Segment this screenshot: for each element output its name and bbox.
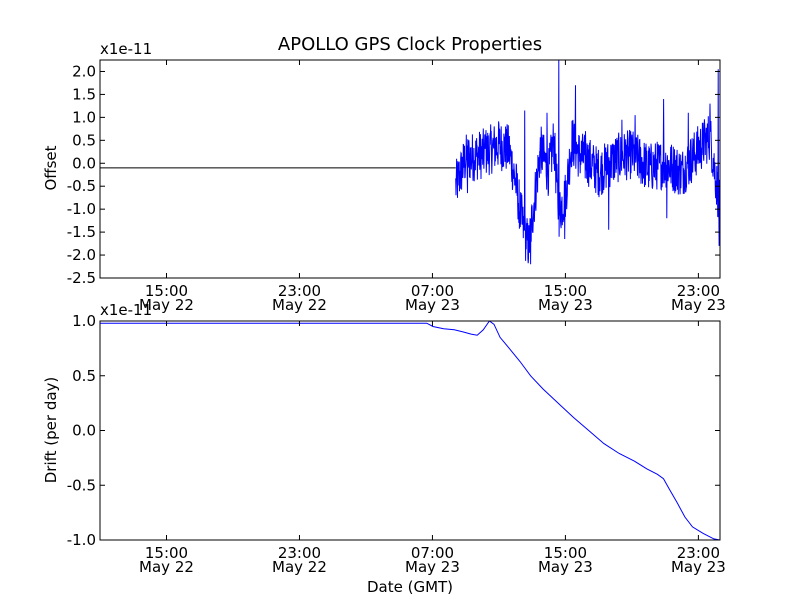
drift-xtick-date-label: May 22 — [272, 558, 327, 576]
offset-xtick-date-label: May 22 — [139, 296, 194, 314]
drift-ytick-label: 1.0 — [72, 312, 96, 330]
offset-ytick-label: 1.5 — [72, 85, 96, 103]
chart-title: APOLLO GPS Clock Properties — [278, 34, 542, 55]
drift-ytick-label: 0.5 — [72, 367, 96, 385]
offset-xtick-time-label: 07:00 — [411, 282, 454, 300]
drift-scale-label: x1e-11 — [100, 301, 152, 319]
offset-series-line — [455, 60, 720, 265]
drift-panel: x1e-11 Drift (per day) -1.0 -0.5 0.0 0.5 1.0… — [42, 301, 726, 596]
offset-xtick-time-label: 15:00 — [544, 282, 587, 300]
offset-xtick-time-label: 23:00 — [677, 282, 720, 300]
offset-xtick-date-label: May 23 — [671, 296, 726, 314]
drift-xtick-time-label: 23:00 — [677, 544, 720, 562]
offset-axes-frame — [99, 59, 721, 279]
drift-xtick-date-label: May 23 — [538, 558, 593, 576]
offset-ytick-label: -0.5 — [67, 177, 96, 195]
offset-xtick-time-label: 15:00 — [145, 282, 188, 300]
drift-ylabel: Drift (per day) — [42, 377, 60, 484]
drift-xtick-date-label: May 23 — [671, 558, 726, 576]
offset-panel: x1e-11 Offset -2.5 -2.0 -1.5 -1.0 -0.5 0.0 0.5… — [42, 40, 726, 314]
offset-ytick-label: 0.5 — [72, 131, 96, 149]
offset-ytick-label: 1.0 — [72, 108, 96, 126]
offset-xtick-date-label: May 22 — [272, 296, 327, 314]
offset-ytick-label: -1.0 — [67, 200, 96, 218]
drift-xtick-time-label: 23:00 — [278, 544, 321, 562]
offset-ytick-label: -1.5 — [67, 223, 96, 241]
drift-xtick-time-label: 15:00 — [544, 544, 587, 562]
offset-ytick-label: -2.0 — [67, 246, 96, 264]
drift-xtick-date-label: May 23 — [405, 558, 460, 576]
drift-series-line — [100, 321, 720, 540]
offset-scale-label: x1e-11 — [100, 40, 152, 58]
drift-xlabel: Date (GMT) — [367, 578, 453, 596]
drift-xtick-time-label: 15:00 — [145, 544, 188, 562]
offset-ytick-label: 2.0 — [72, 62, 96, 80]
drift-ytick-label: -1.0 — [67, 531, 96, 549]
offset-ytick-label: 0.0 — [72, 154, 96, 172]
offset-xtick-date-label: May 23 — [538, 296, 593, 314]
offset-ytick-label: -2.5 — [67, 269, 96, 287]
offset-ylabel: Offset — [42, 145, 60, 190]
drift-xtick-date-label: May 22 — [139, 558, 194, 576]
drift-ytick-label: -0.5 — [67, 476, 96, 494]
drift-ytick-label: 0.0 — [72, 422, 96, 440]
offset-xtick-time-label: 23:00 — [278, 282, 321, 300]
offset-xtick-date-label: May 23 — [405, 296, 460, 314]
drift-axes-frame — [99, 320, 721, 541]
drift-xtick-time-label: 07:00 — [411, 544, 454, 562]
